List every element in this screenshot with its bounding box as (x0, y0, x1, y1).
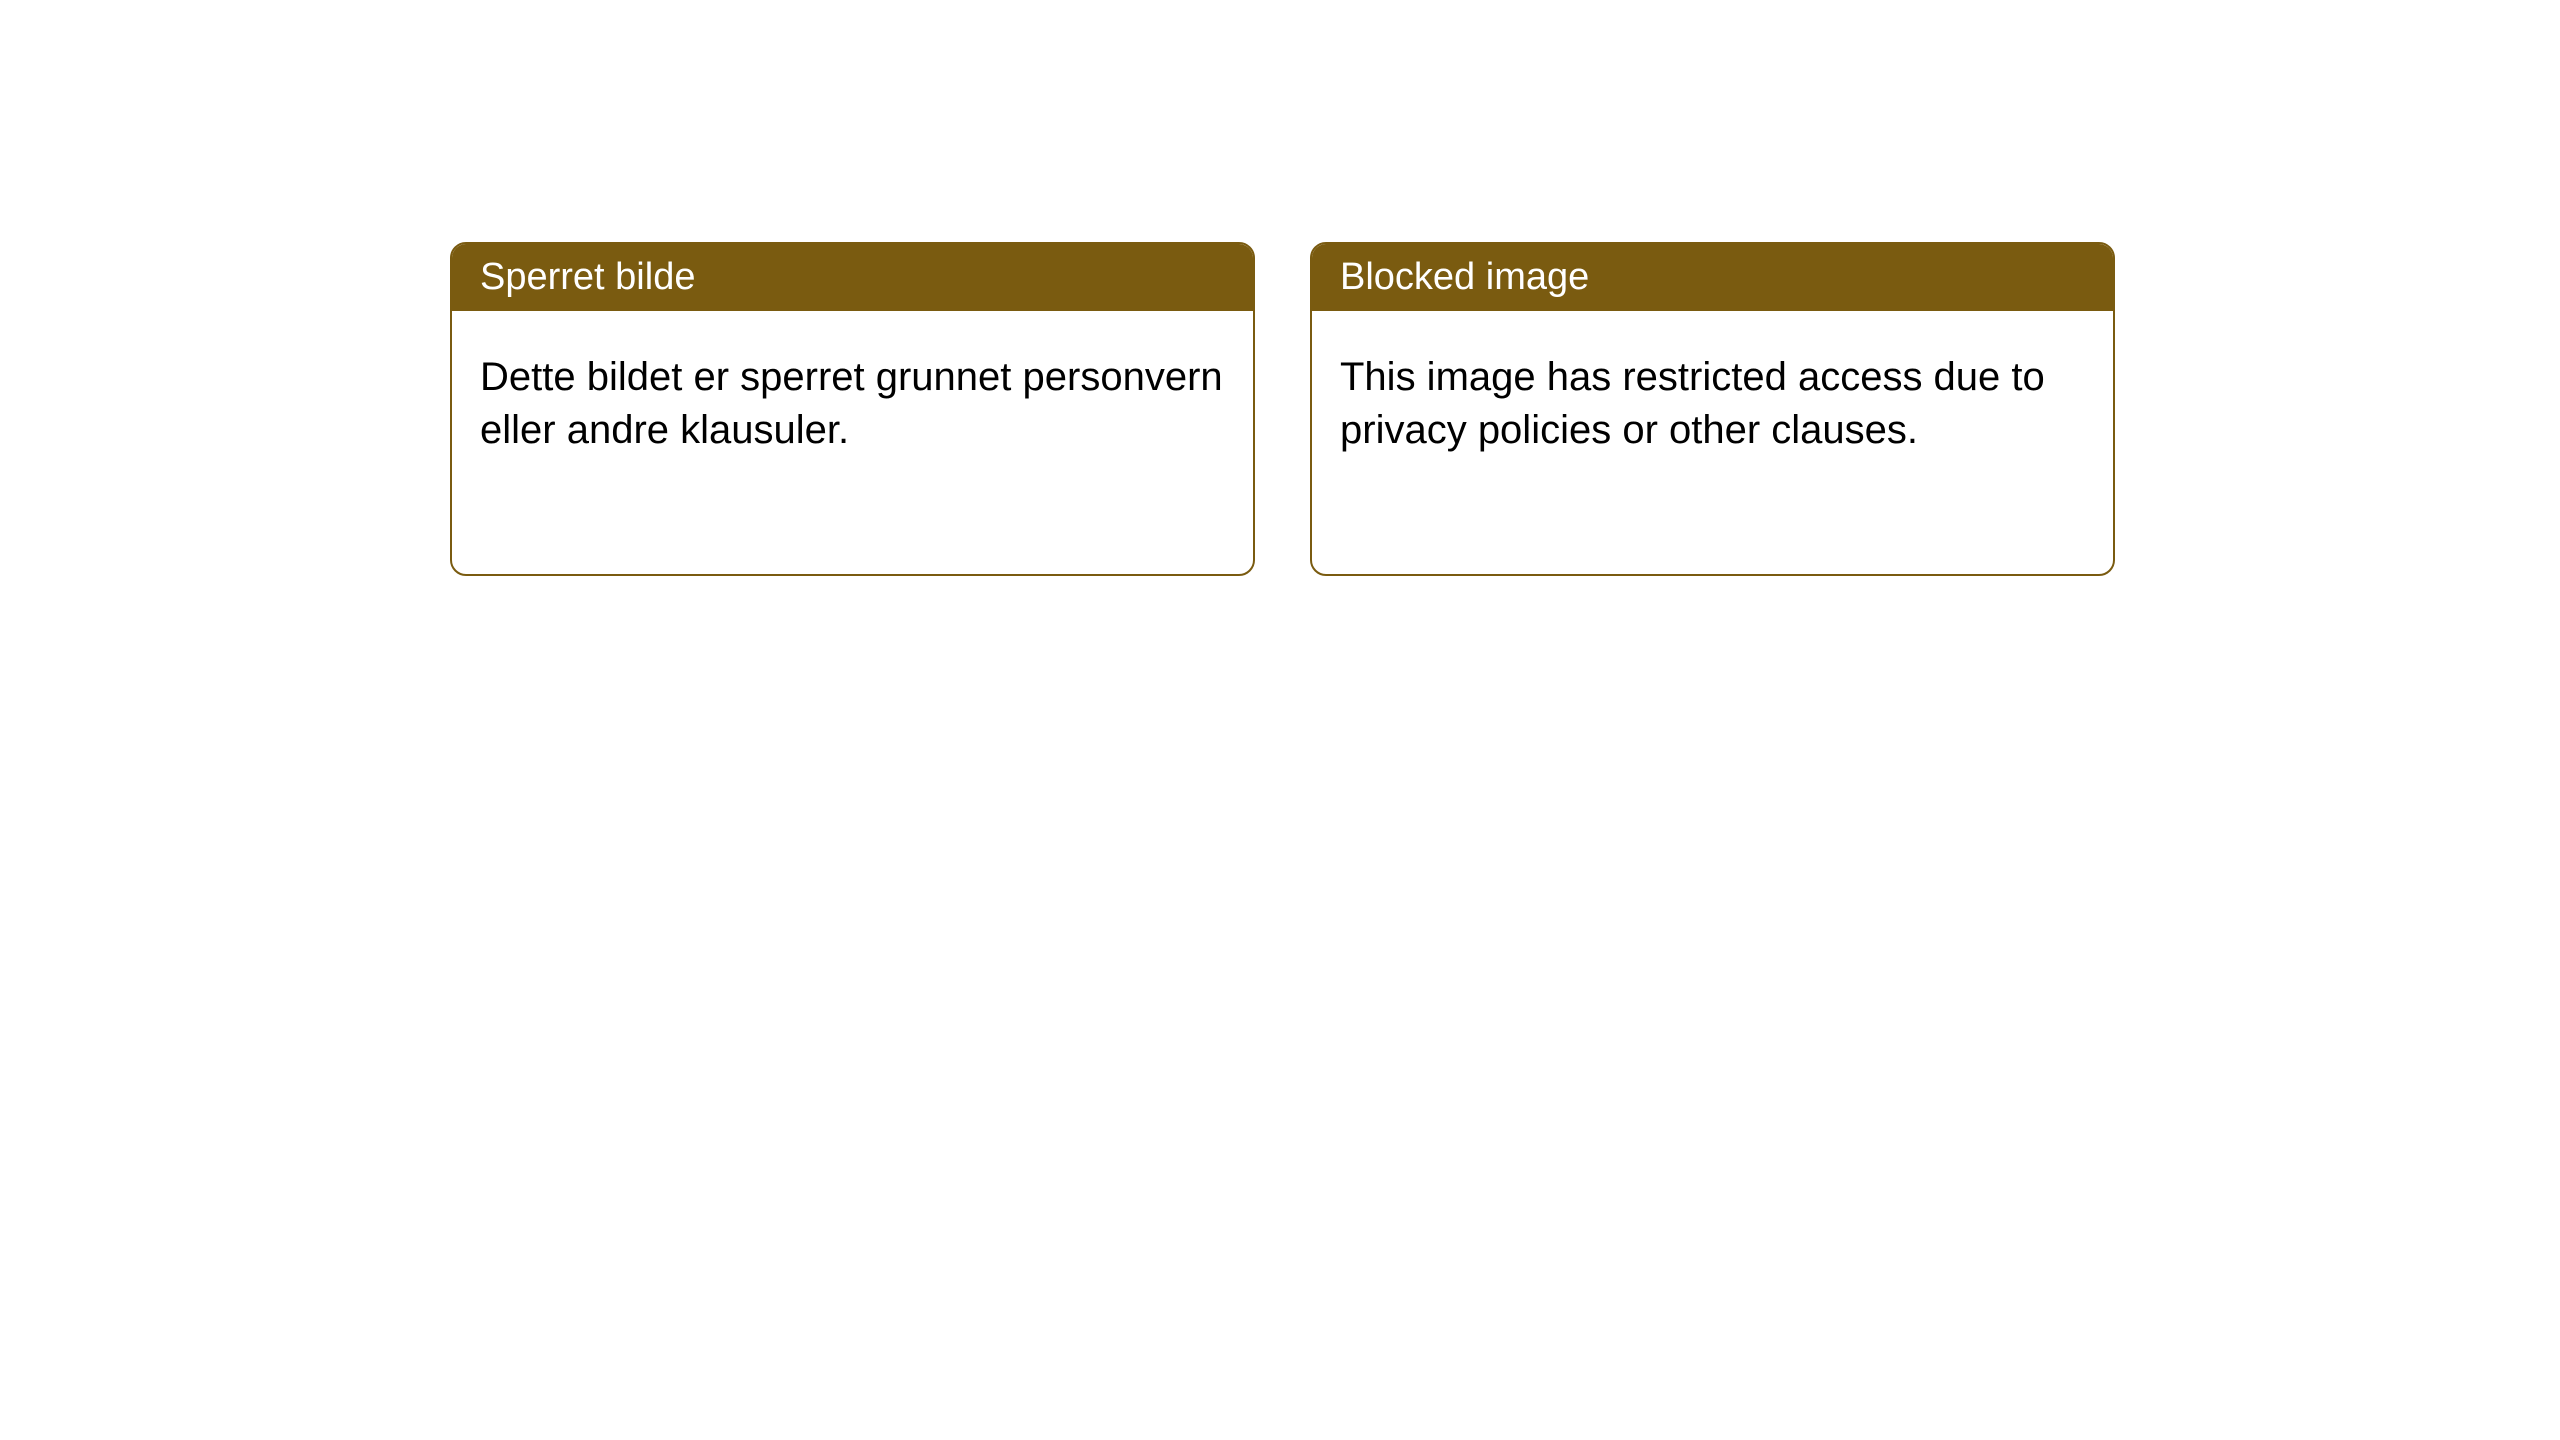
card-body-text: This image has restricted access due to … (1340, 355, 2045, 452)
card-title: Sperret bilde (480, 256, 695, 298)
card-body: This image has restricted access due to … (1312, 311, 2113, 497)
card-header: Blocked image (1312, 244, 2113, 311)
notice-card-norwegian: Sperret bilde Dette bildet er sperret gr… (450, 242, 1255, 576)
notice-card-english: Blocked image This image has restricted … (1310, 242, 2115, 576)
notice-cards-container: Sperret bilde Dette bildet er sperret gr… (450, 242, 2115, 576)
card-header: Sperret bilde (452, 244, 1253, 311)
card-title: Blocked image (1340, 256, 1589, 298)
card-body: Dette bildet er sperret grunnet personve… (452, 311, 1253, 497)
card-body-text: Dette bildet er sperret grunnet personve… (480, 355, 1223, 452)
